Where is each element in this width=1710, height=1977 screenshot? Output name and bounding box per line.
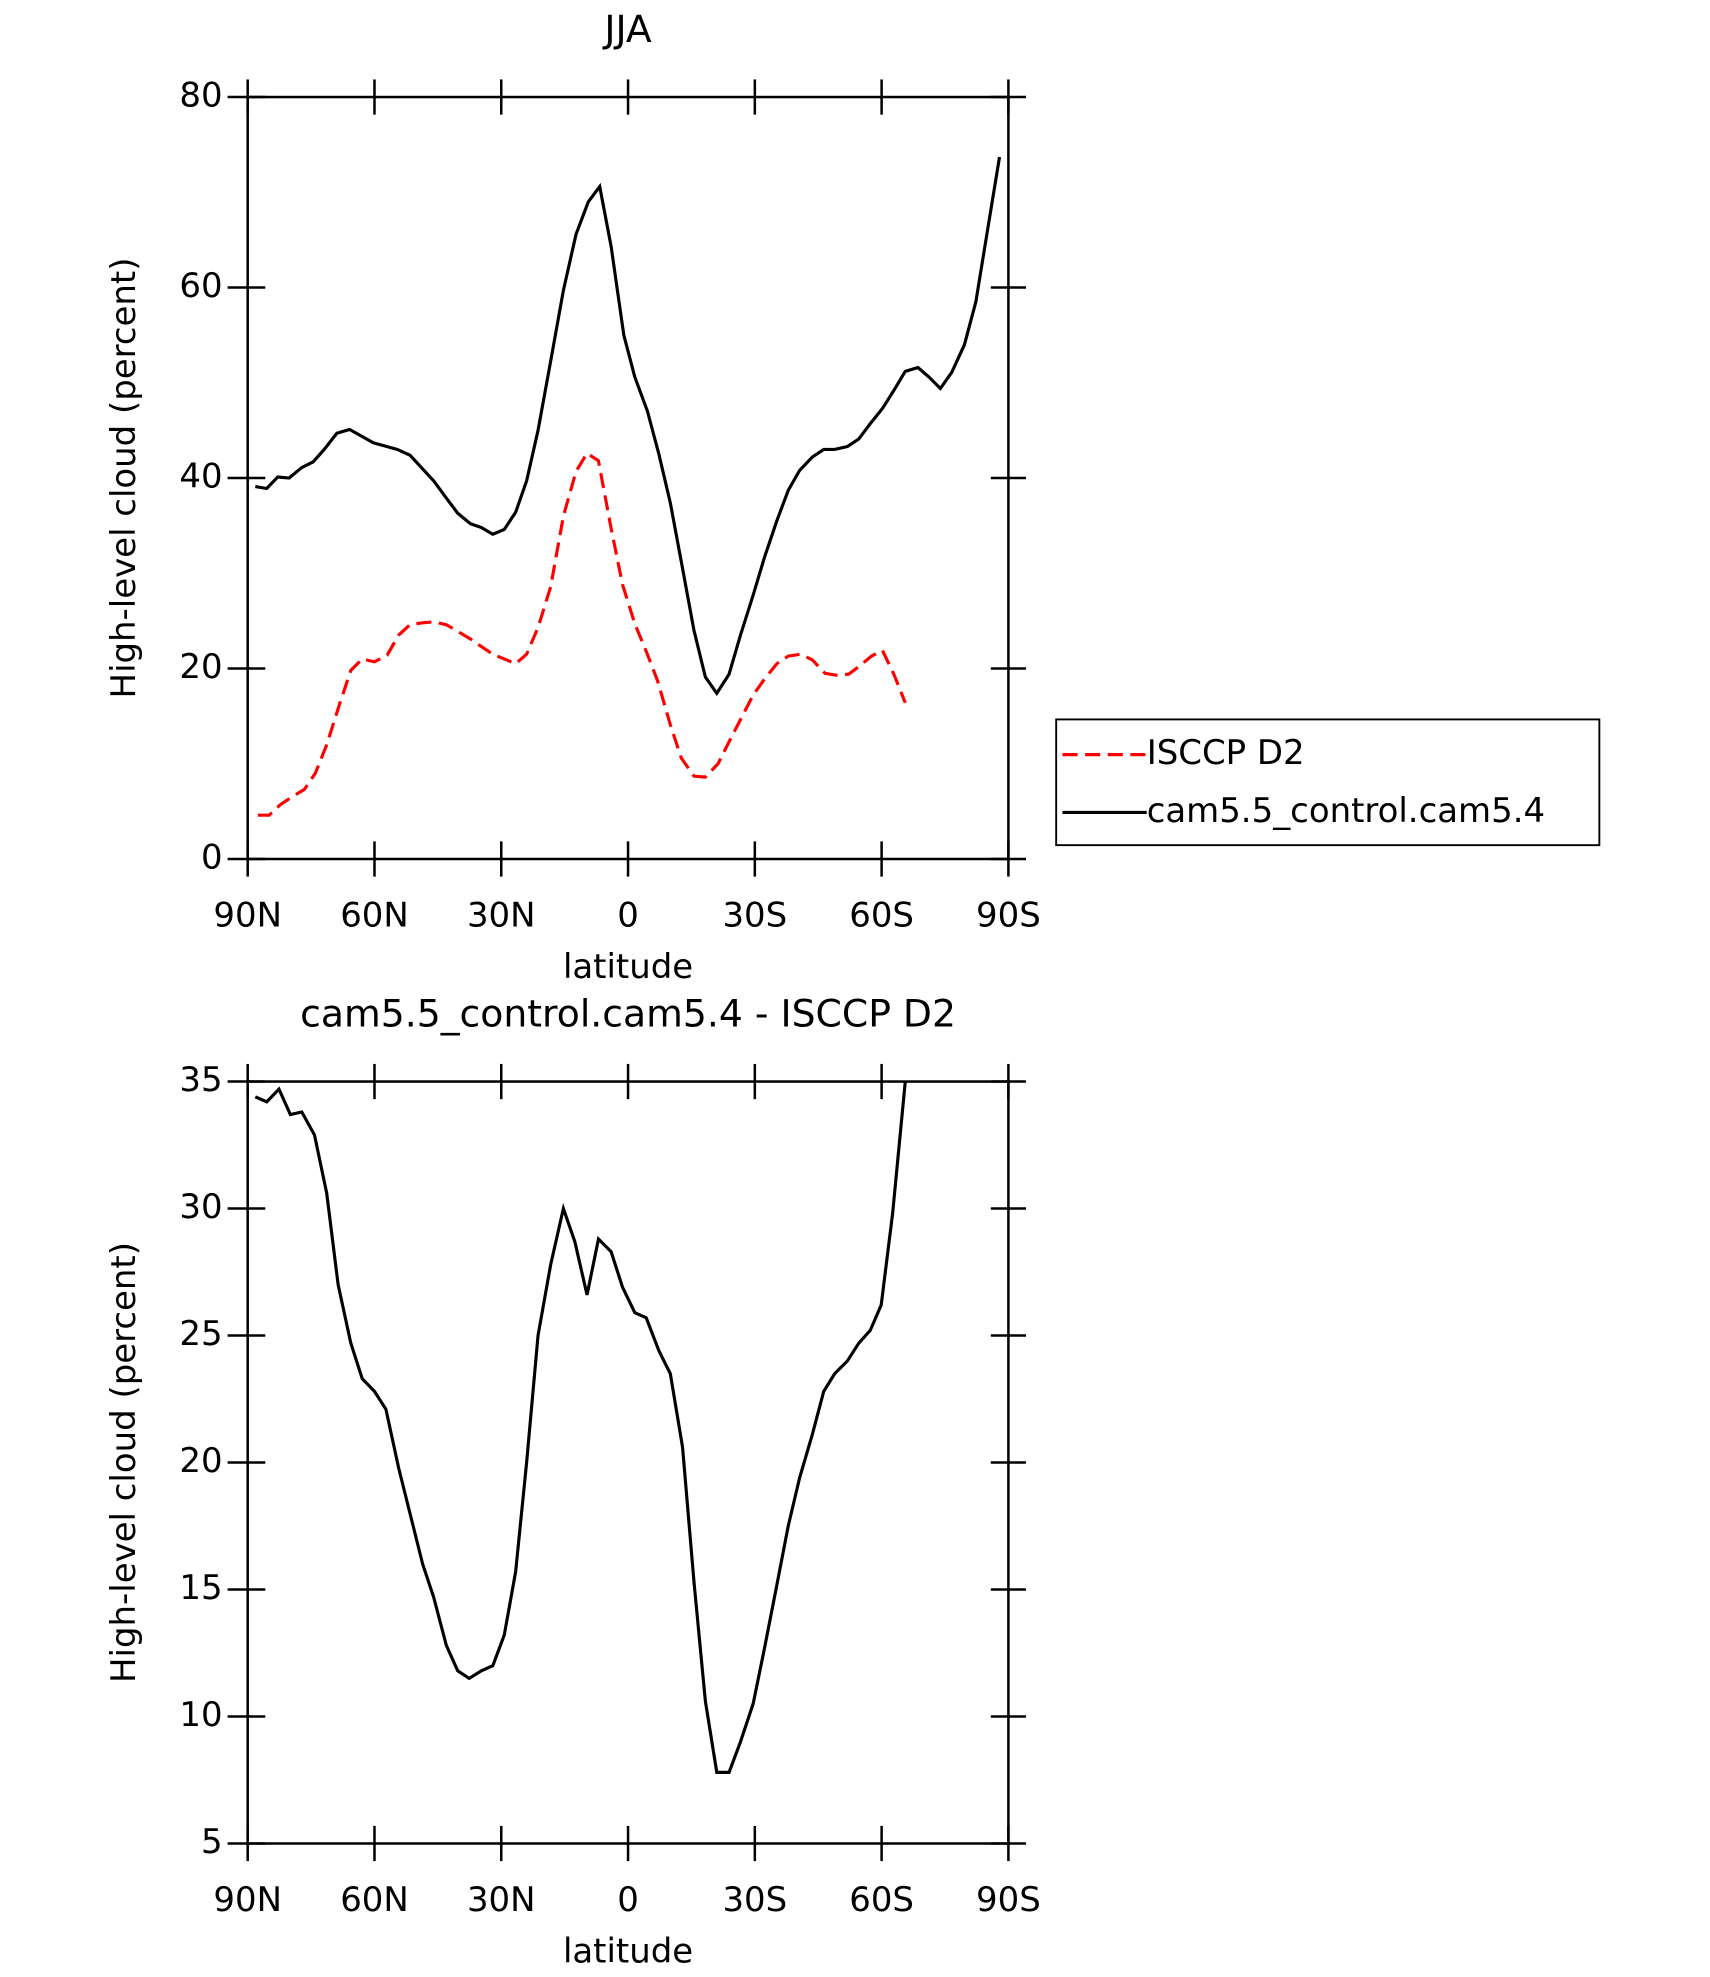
- y-tick-label: 35: [179, 1060, 222, 1100]
- x-tick-label: 60N: [340, 895, 409, 935]
- y-tick-label: 60: [179, 266, 222, 306]
- plot-frame: [246, 95, 1010, 861]
- x-tick-label: 60N: [340, 1880, 409, 1920]
- y-axis-label: High-level cloud (percent): [104, 1242, 144, 1683]
- y-tick-label: 30: [179, 1187, 222, 1227]
- x-tick-label: 60S: [849, 1880, 914, 1920]
- data-line: [254, 1081, 907, 1774]
- y-axis-label: High-level cloud (percent): [104, 258, 144, 699]
- legend-label: ISCCP D2: [1147, 733, 1305, 773]
- x-tick-label: 0: [617, 895, 639, 935]
- data-line: [257, 451, 907, 817]
- x-tick-label: 90N: [213, 1880, 282, 1920]
- y-tick-label: 80: [179, 76, 222, 116]
- legend-label: cam5.5_control.cam5.4: [1147, 791, 1545, 831]
- chart-title: cam5.5_control.cam5.4 - ISCCP D2: [300, 992, 956, 1036]
- y-tick-label: 20: [179, 1441, 222, 1481]
- x-axis-label: latitude: [563, 1931, 693, 1971]
- x-tick-label: 90S: [976, 1880, 1041, 1920]
- x-tick-label: 90N: [213, 895, 282, 935]
- x-tick-label: 90S: [976, 895, 1041, 935]
- y-tick-label: 10: [179, 1695, 222, 1735]
- y-tick-label: 25: [179, 1314, 222, 1354]
- chart-title: JJA: [602, 7, 652, 51]
- y-tick-label: 20: [179, 647, 222, 687]
- legend-box: [1055, 718, 1601, 847]
- x-tick-label: 0: [617, 1880, 639, 1920]
- x-tick-label: 30S: [722, 895, 787, 935]
- y-tick-label: 40: [179, 457, 222, 497]
- data-line: [255, 156, 1002, 697]
- x-tick-label: 30N: [467, 895, 536, 935]
- y-tick-label: 15: [179, 1568, 222, 1608]
- x-axis-label: latitude: [563, 947, 693, 987]
- x-tick-label: 30S: [722, 1880, 787, 1920]
- y-tick-label: 0: [201, 837, 223, 877]
- x-tick-label: 30N: [467, 1880, 536, 1920]
- x-tick-label: 60S: [849, 895, 914, 935]
- y-tick-label: 5: [201, 1822, 223, 1862]
